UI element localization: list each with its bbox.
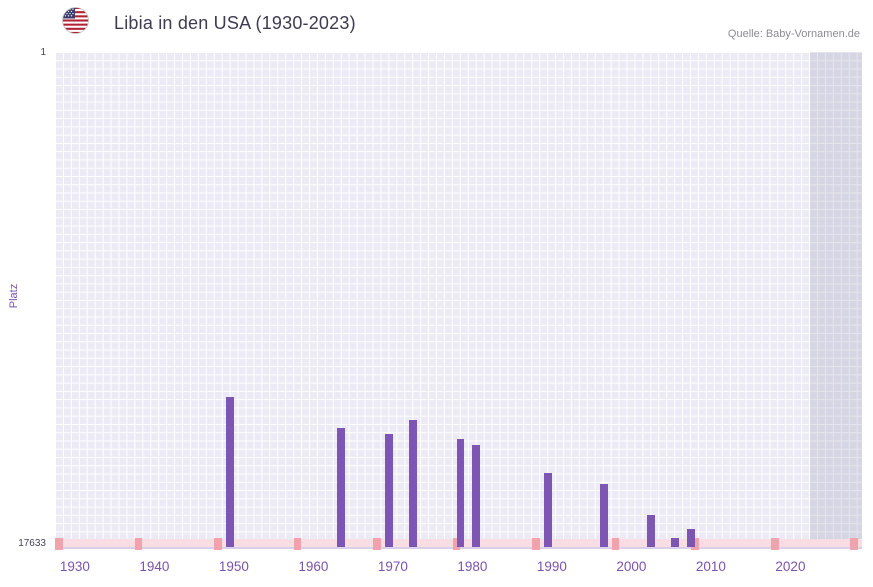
chart-title: Libia in den USA (1930-2023) [114, 13, 356, 33]
x-tick-1990: 1990 [536, 559, 567, 574]
x-tick-2000: 2000 [616, 559, 647, 574]
future-no-data-band [810, 52, 862, 547]
bar-1996 [599, 484, 608, 547]
x-tick-1980: 1980 [457, 559, 488, 574]
x-tick-2020: 2020 [775, 559, 806, 574]
no-data-tick [373, 538, 381, 550]
x-axis: 1930 1940 1950 1960 1970 1980 1990 2000 2010 2020 [55, 551, 862, 579]
bar-1972 [408, 419, 417, 547]
no-data-tick [691, 538, 699, 550]
x-tick-1970: 1970 [377, 559, 408, 574]
no-data-tick [850, 538, 858, 550]
us-flag-icon [62, 7, 89, 34]
x-tick-2010: 2010 [695, 559, 726, 574]
x-tick-1950: 1950 [218, 559, 249, 574]
no-data-tick [611, 538, 620, 550]
bar-1963 [337, 428, 346, 547]
source-attribution: Quelle: Baby-Vornamen.de [727, 28, 860, 40]
no-data-tick [770, 538, 779, 550]
no-data-tick [293, 538, 302, 550]
bar-1949 [225, 397, 234, 547]
x-tick-1960: 1960 [298, 559, 329, 574]
y-axis-min-label: 17633 [18, 538, 46, 549]
bar-1980 [472, 445, 481, 547]
x-tick-1940: 1940 [139, 559, 170, 574]
plot-area [55, 52, 862, 550]
y-axis-title: Platz [8, 283, 20, 309]
bar-1989 [543, 473, 552, 547]
no-data-tick [532, 538, 540, 550]
x-tick-1930: 1930 [59, 559, 90, 574]
no-data-tick [55, 538, 63, 550]
bar-2005 [671, 537, 680, 547]
bar-2007 [687, 529, 696, 547]
bar-2002 [647, 515, 656, 547]
no-data-tick [214, 538, 222, 550]
no-data-tick [134, 538, 143, 550]
y-axis-max-label: 1 [40, 47, 46, 58]
bar-1978 [456, 439, 465, 547]
bar-1969 [384, 433, 393, 547]
